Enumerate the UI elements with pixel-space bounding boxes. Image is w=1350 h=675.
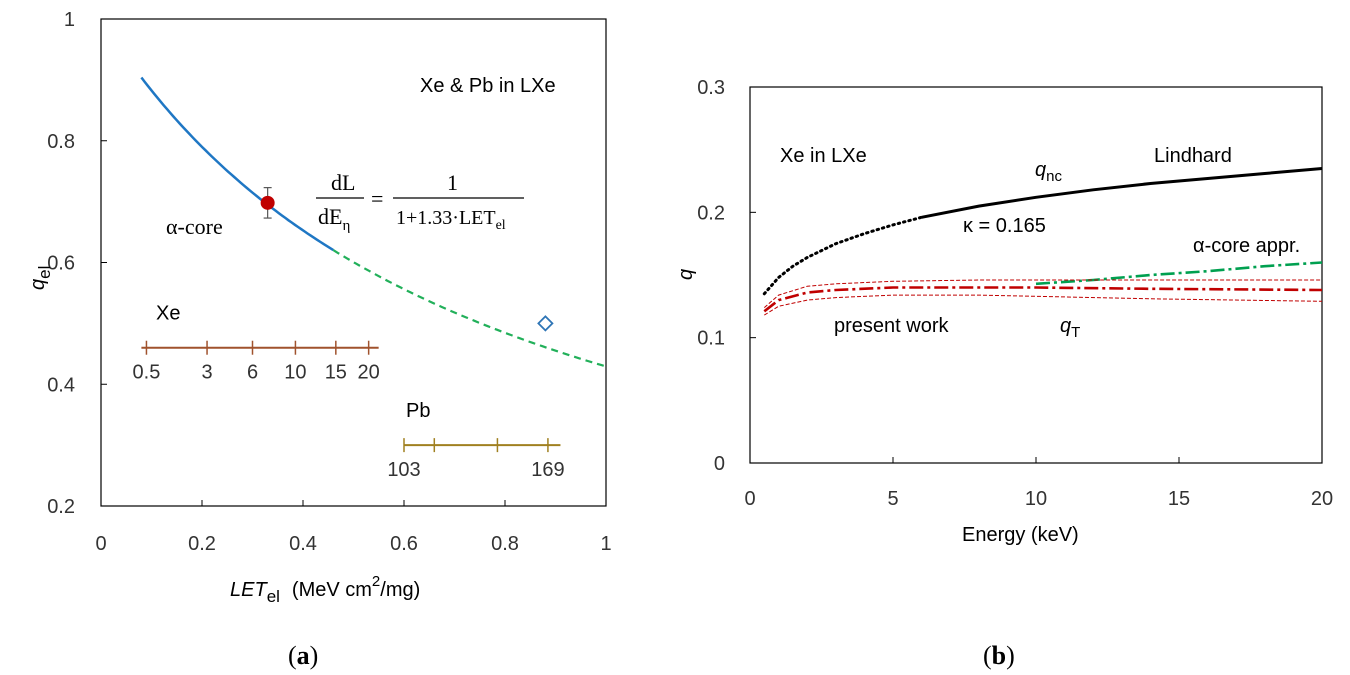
series-present-work-lower [764, 294, 1323, 316]
panel-a-energy-scales: 0.5 3 6 10 15 20 Xe 103 169 Pb [133, 303, 565, 481]
formula-lhs-den: dE [318, 204, 342, 229]
model-curve-dashed [332, 249, 607, 368]
panel-a-y-label-main: q [27, 279, 49, 290]
panel-a-y-tick-label: 0.4 [47, 374, 75, 396]
panel-b-annotation: Xe in LXe [780, 145, 867, 167]
panel-a-curves [140, 76, 607, 368]
formula-equals: = [371, 186, 383, 211]
scale-xe-tick-label: 6 [247, 362, 258, 384]
series-lindhard-dotted [762, 215, 924, 296]
panel-a-x-tick-label: 0.4 [289, 533, 317, 555]
qt-label-main: q [1060, 315, 1071, 337]
panel-b-x-tick-label: 10 [1025, 488, 1047, 510]
panel-a-x-label-units-end: /mg) [380, 579, 420, 601]
model-curve-solid [140, 76, 334, 252]
scale-xe-tick-label: 15 [325, 362, 347, 384]
panel-b-y-tick-label: 0.2 [697, 202, 725, 224]
open-diamond-point [537, 315, 554, 332]
panel-b: 0 5 10 15 20 0 0.1 0.2 0.3 Xe in LXe Lindhard q… [675, 77, 1333, 670]
panel-b-x-label: Energy (keV) [962, 524, 1079, 546]
scale-xe-tick-label: 0.5 [133, 362, 161, 384]
series-lindhard-solid [921, 167, 1323, 219]
series-present-work-upper [763, 279, 1322, 308]
panel-a-x-tick-label: 0.2 [188, 533, 216, 555]
svg-text:dL: dL [331, 170, 355, 195]
panel-a-x-tick-label: 0 [95, 533, 106, 555]
panel-a-y-tick-label: 0.8 [47, 131, 75, 153]
formula-lhs-den-sub: η [342, 218, 350, 234]
scale-pb-tick-label: 103 [387, 459, 420, 481]
panel-b-curves [762, 167, 1323, 316]
formula-rhs-num: 1 [447, 170, 458, 195]
qnc-label: qnc [1035, 159, 1062, 185]
panel-a-x-tick-label: 1 [600, 533, 611, 555]
panel-b-y-tick-label: 0 [714, 453, 725, 475]
panel-a-annotation: Xe & Pb in LXe [420, 75, 556, 97]
scale-pb-tick-label: 169 [531, 459, 564, 481]
panel-a-y-tick-label: 0.2 [47, 496, 75, 518]
panel-a-points [260, 187, 554, 332]
panel-a-y-ticks: 0.2 0.4 0.6 0.8 1 [47, 9, 107, 518]
lindhard-label: Lindhard [1154, 145, 1232, 167]
panel-b-y-tick-label: 0.1 [697, 328, 725, 350]
panel-a-x-ticks: 0 0.2 0.4 0.6 0.8 1 [95, 500, 612, 555]
alpha-core-point [260, 195, 275, 210]
qt-label: qT [1060, 315, 1080, 341]
svg-text:dEη: dEη [318, 204, 350, 234]
formula-lhs-num: dL [331, 170, 355, 195]
panel-a-y-tick-label: 1 [64, 9, 75, 31]
caption-b-letter: b [992, 641, 1006, 670]
qt-label-sub: T [1071, 324, 1080, 341]
panel-a-x-label-sub: el [267, 587, 280, 606]
formula-rhs-den-sub: el [496, 218, 506, 233]
panel-b-frame [749, 86, 1323, 464]
formula-rhs-den: 1+1.33·LET [396, 207, 496, 229]
alpha-core-label: α-core [166, 214, 223, 239]
panel-b-x-tick-label: 20 [1311, 488, 1333, 510]
panel-b-y-tick-label: 0.3 [697, 77, 725, 99]
scale-pb-label: Pb [406, 400, 430, 422]
panel-b-x-tick-label: 0 [744, 488, 755, 510]
panel-b-y-ticks: 0 0.1 0.2 0.3 [697, 77, 756, 475]
panel-a-x-label-main: LET [230, 579, 268, 601]
panel-a: 0 0.2 0.4 0.6 0.8 1 0.20.40.60.81 0.5 3 6 10 15 20… [27, 9, 612, 670]
present-work-label: present work [834, 315, 949, 337]
panel-a-y-label-sub: el [35, 266, 54, 279]
panel-b-x-tick-label: 15 [1168, 488, 1190, 510]
caption-a-letter: a [297, 641, 310, 670]
scale-xe-tick-label: 3 [201, 362, 212, 384]
panel-a-y-tick-label: 0.6 [47, 253, 75, 275]
qnc-label-main: q [1035, 159, 1046, 181]
panel-a-y-label: qel [27, 266, 54, 290]
scale-xe-label: Xe [156, 303, 180, 325]
series-present-work-central [763, 286, 1323, 313]
panel-a-x-tick-label: 0.6 [390, 533, 418, 555]
scale-xe-tick-label: 10 [284, 362, 306, 384]
caption-b: (b) [983, 641, 1015, 670]
alpha-core-appr-label: α-core appr. [1193, 235, 1300, 257]
series--core-appr- [1035, 261, 1323, 286]
svg-text:1+1.33·LETel: 1+1.33·LETel [396, 207, 506, 233]
formula: dL dEη = 1 1+1.33·LETel [316, 170, 524, 234]
qnc-label-sub: nc [1046, 168, 1062, 185]
kappa-label: κ = 0.165 [963, 215, 1046, 237]
caption-a: (a) [288, 641, 318, 670]
panel-a-x-tick-label: 0.8 [491, 533, 519, 555]
panel-b-y-label: q [675, 269, 697, 280]
panel-a-x-label-units: (MeV cm [292, 579, 372, 601]
panel-a-x-label: LETel (MeV cm2/mg) [230, 573, 420, 606]
scale-xe-tick-label: 20 [358, 362, 380, 384]
panel-b-x-tick-label: 5 [887, 488, 898, 510]
panel-a-x-label-units-sup: 2 [372, 573, 380, 590]
panel-b-x-ticks: 0 5 10 15 20 [744, 457, 1333, 510]
